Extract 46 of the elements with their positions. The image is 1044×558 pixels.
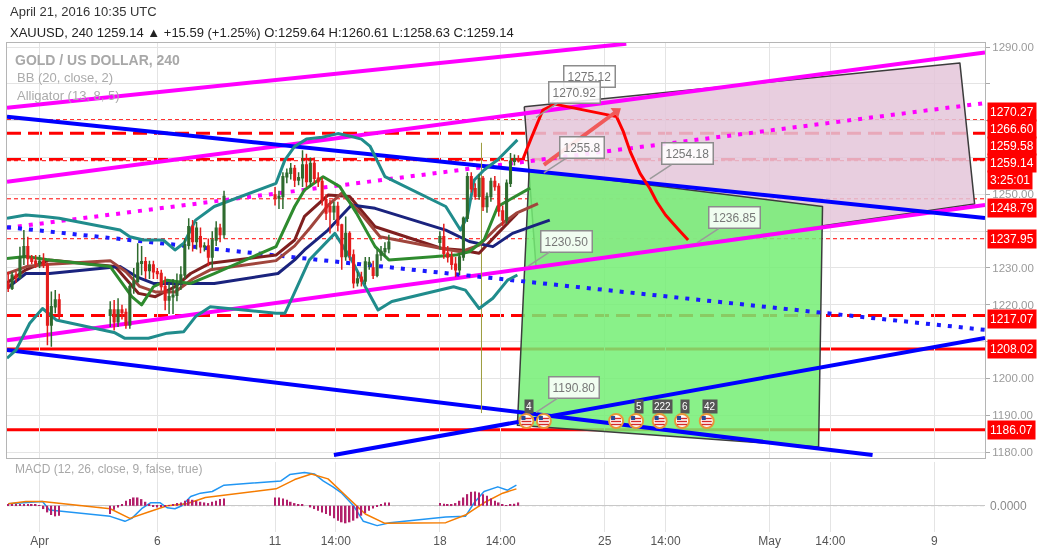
text: GOLD / US DOLLAR, 240 [15, 51, 181, 68]
ref-line-label: 1217.07 [990, 312, 1034, 326]
text: April 21, 2016 10:35 UTC [10, 4, 157, 19]
annotation: 4 [526, 401, 532, 412]
ref-line-label: 0.0000 [990, 499, 1028, 513]
annotation: 42 [704, 401, 716, 412]
y-tick-label: 1190.00 [992, 409, 1034, 422]
annotation: 5 [636, 401, 642, 412]
x-tick-label: 14:00 [650, 534, 681, 548]
y-tick-label: 1250.00 [992, 188, 1034, 201]
x-tick-label: 9 [931, 534, 939, 548]
annotation: 1255.8 [563, 140, 601, 155]
y-tick-label: 1290.00 [992, 41, 1034, 54]
ref-line-label: 1259.14 [990, 156, 1034, 170]
annotation: 222 [654, 401, 672, 412]
x-tick-label: 6 [153, 534, 161, 548]
x-tick-label: 18 [433, 534, 447, 548]
legend-label: 1259.58 [990, 139, 1034, 153]
x-tick-label: 14:00 [485, 534, 517, 548]
annotation: 1230.50 [544, 234, 589, 249]
ref-line-label: 1186.07 [990, 423, 1033, 437]
x-tick-label: Apr [30, 534, 49, 548]
x-tick-label: May [758, 534, 781, 548]
annotation: 1190.80 [552, 380, 596, 395]
ref-line-label: 1248.79 [990, 201, 1034, 215]
annotation: 1236.85 [712, 210, 757, 225]
ref-line-label: 1208.02 [990, 342, 1034, 356]
ref-line-label: 1266.60 [990, 122, 1034, 136]
x-tick-label: 14:00 [815, 534, 846, 548]
y-tick-label: 1180.00 [992, 446, 1034, 459]
y-tick-label: 1230.00 [992, 262, 1034, 275]
annotation: BB (20, close, 2) [17, 70, 114, 85]
y-tick-label: 1220.00 [992, 298, 1034, 311]
annotation: 1275.12 [567, 69, 612, 84]
annotation: 1270.92 [552, 85, 597, 100]
x-tick-label: 14:00 [320, 534, 352, 548]
x-tick-label: 11 [268, 534, 282, 548]
text: 3:25:01 [990, 173, 1031, 187]
chart-title: MACD (12, 26, close, 9, false, true) [15, 462, 203, 477]
x-tick-label: 25 [598, 534, 612, 548]
ref-line-label: 1270.27 [990, 105, 1034, 119]
annotation: 6 [682, 401, 688, 412]
y-tick-label: 1200.00 [992, 372, 1034, 385]
annotation: 1254.18 [665, 146, 710, 161]
ref-line-label: 1237.95 [990, 232, 1034, 246]
chart-subtitle: XAUUSD, 240 1259.14 ▲ +15.59 (+1.25%) O:1259.64 H:1260.61 L:1258.63 C:1259.14 [10, 25, 514, 40]
